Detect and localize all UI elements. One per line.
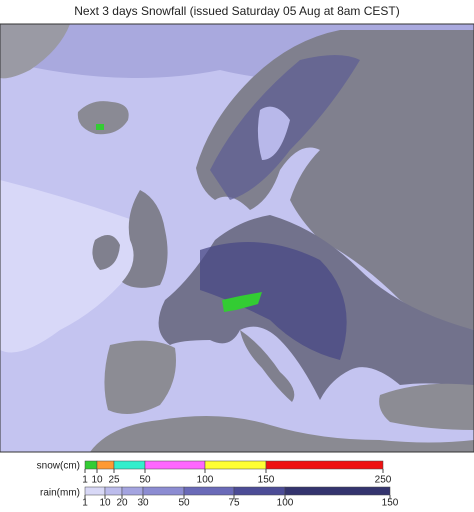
rain-swatch — [104, 486, 123, 496]
rain-tick-label: 75 — [228, 498, 240, 507]
map-title: Next 3 days Snowfall (issued Saturday 05… — [74, 4, 400, 18]
map — [0, 23, 474, 453]
britain — [122, 190, 168, 288]
rain-area — [200, 242, 347, 360]
rain-tick-label: 100 — [277, 498, 294, 507]
rain-swatch — [284, 486, 391, 496]
snow-tick-label: 50 — [139, 475, 151, 486]
turkey — [379, 383, 474, 430]
greenland — [0, 24, 70, 79]
ireland — [92, 235, 120, 270]
rain-swatch — [233, 486, 286, 496]
atlantic-area — [0, 180, 160, 353]
rain-swatch — [84, 486, 106, 496]
rain-legend-label: rain(mm) — [40, 488, 80, 499]
snow-tick-label: 25 — [108, 475, 120, 486]
rain-tick-label: 150 — [382, 498, 399, 507]
iberia — [104, 340, 176, 414]
snow-tick-label: 1 — [82, 475, 88, 486]
baltic — [257, 106, 290, 160]
italy — [240, 330, 295, 402]
map-frame — [0, 23, 474, 453]
rain-tick-label: 50 — [178, 498, 190, 507]
snow-swatch — [84, 460, 98, 470]
north-africa — [90, 416, 474, 452]
snow-patch — [96, 124, 104, 130]
snow-swatch — [96, 460, 115, 470]
snow-tick-label: 250 — [375, 475, 392, 486]
rain-tick-label: 1 — [82, 498, 88, 507]
snow-swatch — [265, 460, 384, 470]
rain-swatch — [121, 486, 144, 496]
alps-snow — [222, 292, 262, 312]
snow-tick-label: 100 — [197, 475, 214, 486]
rain-tick-label: 20 — [116, 498, 128, 507]
snow-swatch — [113, 460, 146, 470]
rain-swatch — [142, 486, 185, 496]
snow-swatch — [144, 460, 206, 470]
rain-tick-label: 30 — [137, 498, 149, 507]
iceland — [77, 101, 129, 135]
snow-tick-label: 150 — [258, 475, 275, 486]
rain-swatch — [183, 486, 235, 496]
snow-tick-label: 10 — [91, 475, 103, 486]
snow-legend-label: snow(cm) — [37, 461, 80, 472]
snow-swatch — [204, 460, 267, 470]
rain-tick-label: 10 — [99, 498, 111, 507]
